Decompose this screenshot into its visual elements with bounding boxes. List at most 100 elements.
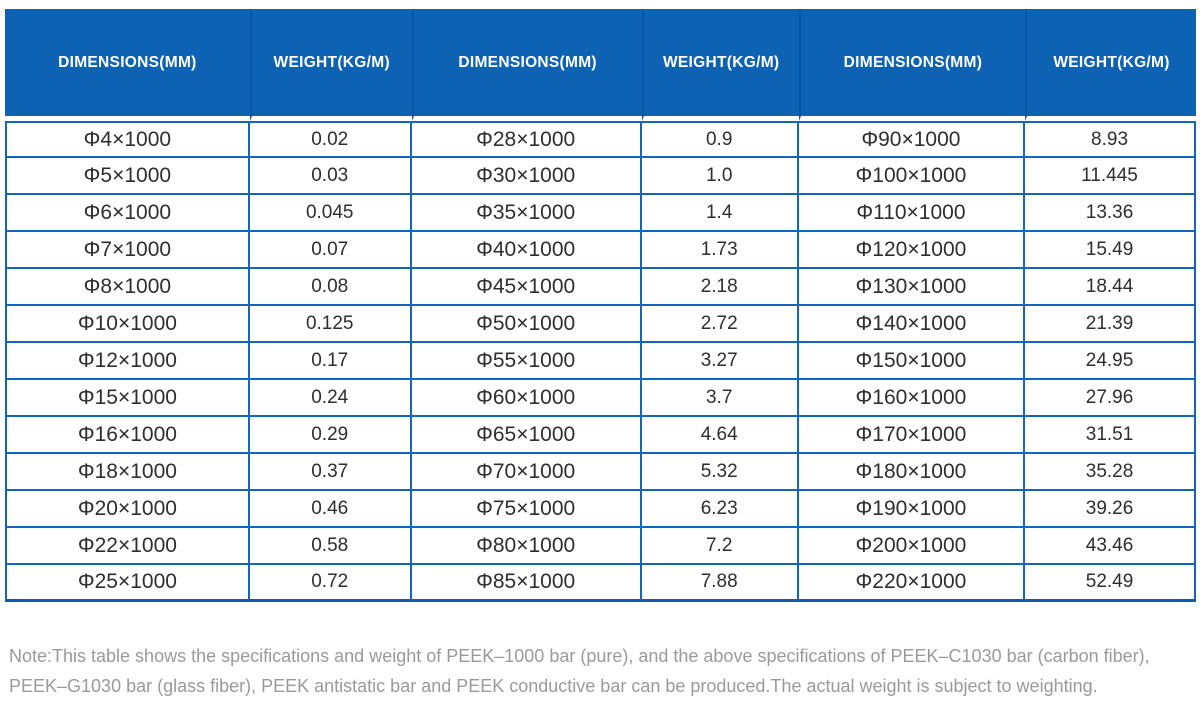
weight-cell: 7.88 <box>641 565 799 602</box>
table-row: Φ15×1000 0.24 Φ60×1000 3.7 Φ160×1000 27.96 <box>5 380 1196 417</box>
weight-cell: 35.28 <box>1025 454 1196 491</box>
weight-cell: 0.58 <box>249 528 412 565</box>
weight-cell: 6.23 <box>641 491 799 528</box>
weight-cell: 21.39 <box>1025 306 1196 343</box>
dimension-cell: Φ16×1000 <box>5 417 250 454</box>
weight-cell: 1.73 <box>641 232 799 269</box>
table-row: Φ8×1000 0.08 Φ45×1000 2.18 Φ130×1000 18.44 <box>5 269 1196 306</box>
dimension-cell: Φ85×1000 <box>411 565 642 602</box>
weight-cell: 24.95 <box>1025 343 1196 380</box>
weight-cell: 0.24 <box>249 380 412 417</box>
dimension-cell: Φ180×1000 <box>798 454 1026 491</box>
dimension-cell: Φ15×1000 <box>5 380 250 417</box>
weight-cell: 0.72 <box>249 565 412 602</box>
weight-cell: 39.26 <box>1025 491 1196 528</box>
spec-table: DIMENSIONS(MM) WEIGHT(KG/M) DIMENSIONS(MM)… <box>5 9 1196 602</box>
weight-cell: 0.125 <box>249 306 412 343</box>
weight-cell: 0.08 <box>249 269 412 306</box>
dimension-cell: Φ110×1000 <box>798 195 1026 232</box>
weight-cell: 0.37 <box>249 454 412 491</box>
weight-cell: 0.9 <box>641 121 799 158</box>
column-header: DIMENSIONS(MM) <box>798 9 1026 121</box>
note-line: PEEK–G1030 bar (glass fiber), PEEK antis… <box>9 676 1098 696</box>
dimension-cell: Φ160×1000 <box>798 380 1026 417</box>
weight-cell: 0.29 <box>249 417 412 454</box>
table-row: Φ16×1000 0.29 Φ65×1000 4.64 Φ170×1000 31.51 <box>5 417 1196 454</box>
note-line: Note:This table shows the specifications… <box>9 646 1150 666</box>
dimension-cell: Φ45×1000 <box>411 269 642 306</box>
weight-cell: 52.49 <box>1025 565 1196 602</box>
dimension-cell: Φ5×1000 <box>5 158 250 195</box>
weight-cell: 11.445 <box>1025 158 1196 195</box>
table-row: Φ5×1000 0.03 Φ30×1000 1.0 Φ100×1000 11.445 <box>5 158 1196 195</box>
dimension-cell: Φ55×1000 <box>411 343 642 380</box>
dimension-cell: Φ220×1000 <box>798 565 1026 602</box>
weight-cell: 2.18 <box>641 269 799 306</box>
dimension-cell: Φ60×1000 <box>411 380 642 417</box>
dimension-cell: Φ170×1000 <box>798 417 1026 454</box>
weight-cell: 18.44 <box>1025 269 1196 306</box>
column-header: DIMENSIONS(MM) <box>411 9 642 121</box>
dimension-cell: Φ70×1000 <box>411 454 642 491</box>
note-text: Note:This table shows the specifications… <box>9 641 1195 701</box>
weight-cell: 0.02 <box>249 121 412 158</box>
table-row: Φ18×1000 0.37 Φ70×1000 5.32 Φ180×1000 35.28 <box>5 454 1196 491</box>
table-row: Φ25×1000 0.72 Φ85×1000 7.88 Φ220×1000 52.49 <box>5 565 1196 602</box>
column-header: WEIGHT(KG/M) <box>249 9 412 121</box>
weight-cell: 2.72 <box>641 306 799 343</box>
table-row: Φ7×1000 0.07 Φ40×1000 1.73 Φ120×1000 15.49 <box>5 232 1196 269</box>
dimension-cell: Φ150×1000 <box>798 343 1026 380</box>
dimension-cell: Φ50×1000 <box>411 306 642 343</box>
weight-cell: 0.17 <box>249 343 412 380</box>
dimension-cell: Φ30×1000 <box>411 158 642 195</box>
weight-cell: 0.46 <box>249 491 412 528</box>
column-header: WEIGHT(KG/M) <box>1025 9 1196 121</box>
table-row: Φ10×1000 0.125 Φ50×1000 2.72 Φ140×1000 21.39 <box>5 306 1196 343</box>
dimension-cell: Φ140×1000 <box>798 306 1026 343</box>
dimension-cell: Φ12×1000 <box>5 343 250 380</box>
table-row: Φ12×1000 0.17 Φ55×1000 3.27 Φ150×1000 24.95 <box>5 343 1196 380</box>
dimension-cell: Φ90×1000 <box>798 121 1026 158</box>
weight-cell: 1.4 <box>641 195 799 232</box>
dimension-cell: Φ7×1000 <box>5 232 250 269</box>
dimension-cell: Φ4×1000 <box>5 121 250 158</box>
weight-cell: 4.64 <box>641 417 799 454</box>
weight-cell: 0.03 <box>249 158 412 195</box>
dimension-cell: Φ65×1000 <box>411 417 642 454</box>
dimension-cell: Φ28×1000 <box>411 121 642 158</box>
table-row: Φ22×1000 0.58 Φ80×1000 7.2 Φ200×1000 43.46 <box>5 528 1196 565</box>
dimension-cell: Φ130×1000 <box>798 269 1026 306</box>
weight-cell: 7.2 <box>641 528 799 565</box>
dimension-cell: Φ100×1000 <box>798 158 1026 195</box>
weight-cell: 8.93 <box>1025 121 1196 158</box>
weight-cell: 27.96 <box>1025 380 1196 417</box>
dimension-cell: Φ190×1000 <box>798 491 1026 528</box>
dimension-cell: Φ120×1000 <box>798 232 1026 269</box>
spec-table-body: Φ4×1000 0.02 Φ28×1000 0.9 Φ90×1000 8.93 Φ5×100… <box>5 121 1196 602</box>
table-row: Φ20×1000 0.46 Φ75×1000 6.23 Φ190×1000 39.26 <box>5 491 1196 528</box>
weight-cell: 15.49 <box>1025 232 1196 269</box>
weight-cell: 1.0 <box>641 158 799 195</box>
dimension-cell: Φ10×1000 <box>5 306 250 343</box>
dimension-cell: Φ6×1000 <box>5 195 250 232</box>
spec-table-header: DIMENSIONS(MM) WEIGHT(KG/M) DIMENSIONS(MM)… <box>5 9 1196 121</box>
dimension-cell: Φ35×1000 <box>411 195 642 232</box>
weight-cell: 0.07 <box>249 232 412 269</box>
weight-cell: 31.51 <box>1025 417 1196 454</box>
dimension-cell: Φ25×1000 <box>5 565 250 602</box>
dimension-cell: Φ18×1000 <box>5 454 250 491</box>
dimension-cell: Φ20×1000 <box>5 491 250 528</box>
dimension-cell: Φ200×1000 <box>798 528 1026 565</box>
weight-cell: 0.045 <box>249 195 412 232</box>
weight-cell: 3.27 <box>641 343 799 380</box>
dimension-cell: Φ80×1000 <box>411 528 642 565</box>
dimension-cell: Φ75×1000 <box>411 491 642 528</box>
dimension-cell: Φ40×1000 <box>411 232 642 269</box>
weight-cell: 3.7 <box>641 380 799 417</box>
dimension-cell: Φ22×1000 <box>5 528 250 565</box>
table-row: Φ6×1000 0.045 Φ35×1000 1.4 Φ110×1000 13.36 <box>5 195 1196 232</box>
header-row: DIMENSIONS(MM) WEIGHT(KG/M) DIMENSIONS(MM)… <box>5 9 1196 121</box>
weight-cell: 5.32 <box>641 454 799 491</box>
table-row: Φ4×1000 0.02 Φ28×1000 0.9 Φ90×1000 8.93 <box>5 121 1196 158</box>
